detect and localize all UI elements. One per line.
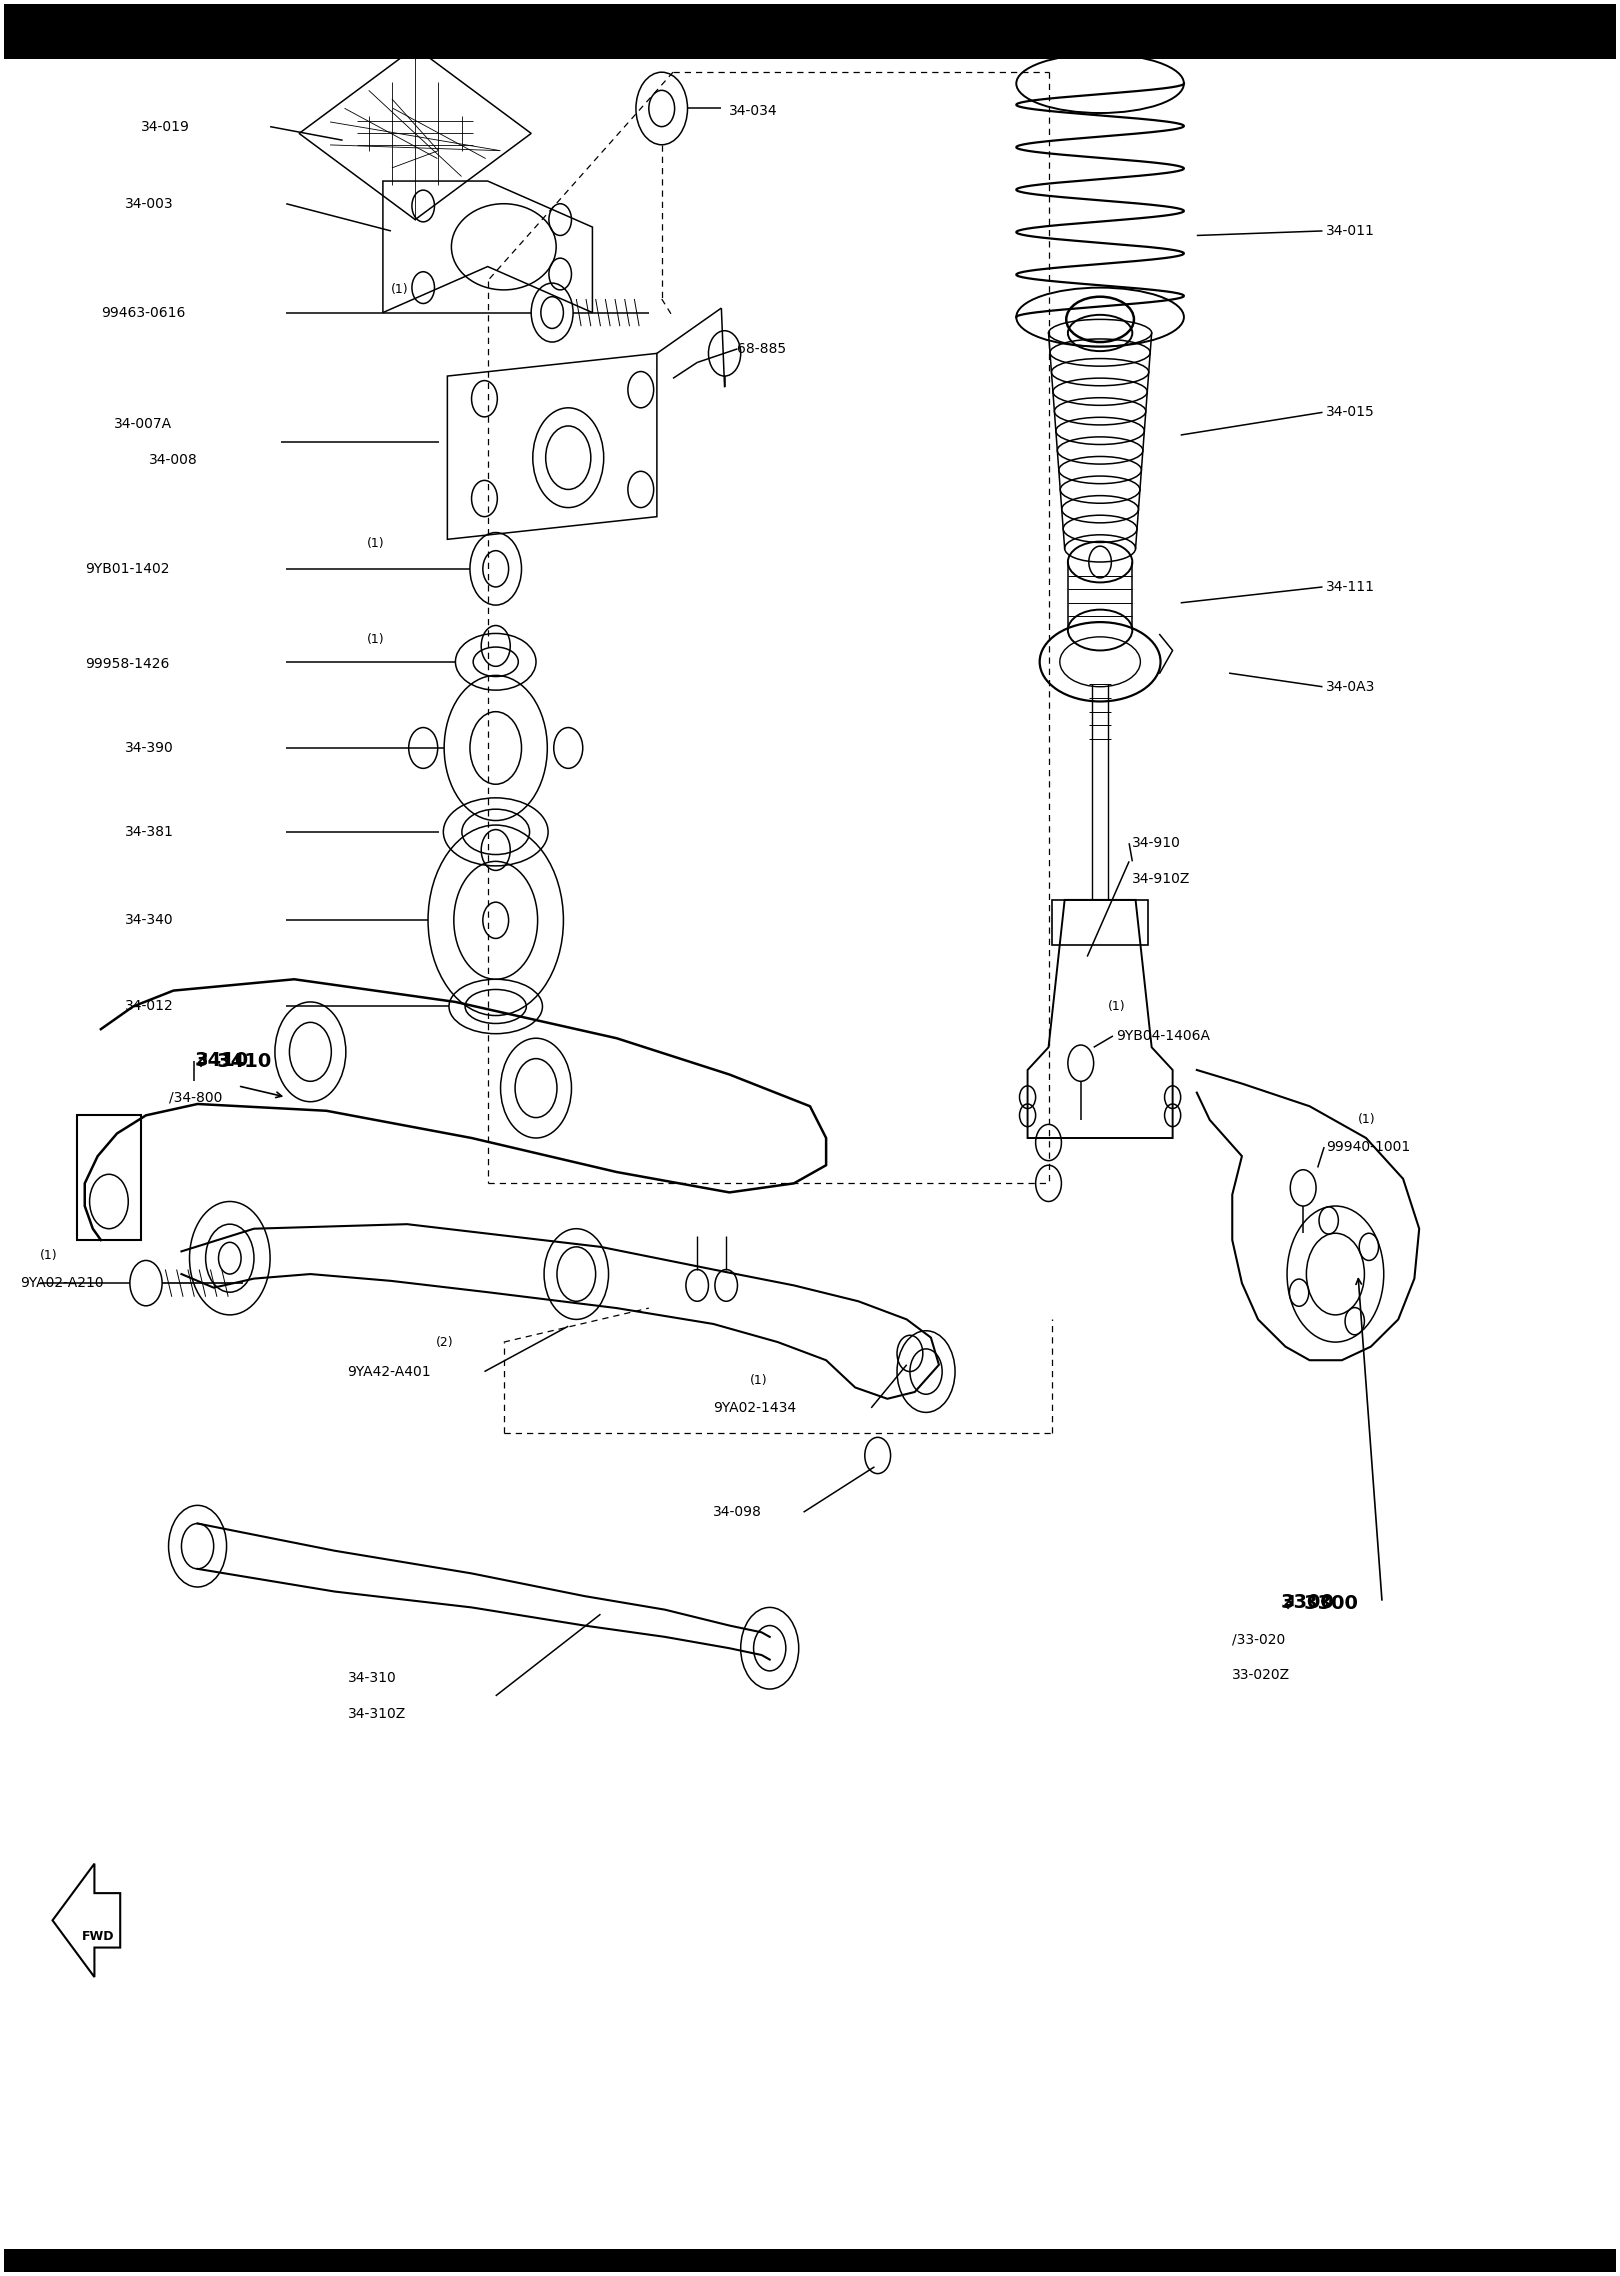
Polygon shape xyxy=(181,1224,940,1400)
Text: (1): (1) xyxy=(390,284,408,296)
Text: 34-390: 34-390 xyxy=(125,742,173,756)
Text: (1): (1) xyxy=(366,537,384,551)
Text: 34-310Z: 34-310Z xyxy=(347,1707,405,1721)
Text: 9YB01-1402: 9YB01-1402 xyxy=(84,562,168,576)
Polygon shape xyxy=(1197,1070,1419,1361)
Text: 34-012: 34-012 xyxy=(125,999,173,1013)
Text: 3300: 3300 xyxy=(1280,1593,1335,1611)
Text: 9YA02-1434: 9YA02-1434 xyxy=(713,1400,797,1416)
Text: 9YA42-A401: 9YA42-A401 xyxy=(347,1366,431,1379)
Text: 99958-1426: 99958-1426 xyxy=(84,658,168,671)
Text: 34-007A: 34-007A xyxy=(113,417,172,430)
Text: /33-020: /33-020 xyxy=(1233,1632,1286,1646)
Text: 34-008: 34-008 xyxy=(149,453,198,467)
Text: 3410: 3410 xyxy=(194,1052,248,1070)
Bar xyxy=(5,2249,1615,2271)
Text: 34-0A3: 34-0A3 xyxy=(1325,681,1375,694)
Text: (1): (1) xyxy=(1358,1113,1375,1127)
Text: 34-019: 34-019 xyxy=(141,121,190,134)
Text: 34-310: 34-310 xyxy=(347,1671,397,1684)
Text: 34-910Z: 34-910Z xyxy=(1132,872,1191,885)
Text: (1): (1) xyxy=(39,1250,57,1263)
Text: 99940-1001: 99940-1001 xyxy=(1325,1140,1409,1154)
Text: 34-381: 34-381 xyxy=(125,824,173,840)
Text: /34-800: /34-800 xyxy=(168,1090,222,1104)
Text: 34-015: 34-015 xyxy=(1325,405,1374,419)
Text: 99463-0616: 99463-0616 xyxy=(100,305,185,319)
Text: (1): (1) xyxy=(750,1375,768,1386)
Text: 34-340: 34-340 xyxy=(125,913,173,926)
Bar xyxy=(76,1115,141,1240)
Text: 34-003: 34-003 xyxy=(125,196,173,212)
Text: 34-910: 34-910 xyxy=(1132,835,1181,851)
Text: 9YB04-1406A: 9YB04-1406A xyxy=(1116,1029,1210,1042)
Text: 34-011: 34-011 xyxy=(1325,223,1375,239)
Text: 9YA02-A210: 9YA02-A210 xyxy=(21,1277,104,1290)
Text: 68-885: 68-885 xyxy=(737,341,787,355)
Text: 33-020Z: 33-020Z xyxy=(1233,1668,1291,1682)
Text: (1): (1) xyxy=(366,633,384,646)
Text: 34-034: 34-034 xyxy=(729,105,778,118)
Text: ↲ 3300: ↲ 3300 xyxy=(1280,1593,1358,1611)
Text: FWD: FWD xyxy=(81,1930,113,1944)
Text: (1): (1) xyxy=(1108,999,1126,1013)
Text: (2): (2) xyxy=(436,1336,454,1350)
Bar xyxy=(5,5,1615,59)
Bar xyxy=(1051,899,1149,945)
Text: 34-098: 34-098 xyxy=(713,1504,761,1518)
Text: 34-111: 34-111 xyxy=(1325,580,1375,594)
Text: ↲ 3410: ↲ 3410 xyxy=(194,1052,272,1070)
